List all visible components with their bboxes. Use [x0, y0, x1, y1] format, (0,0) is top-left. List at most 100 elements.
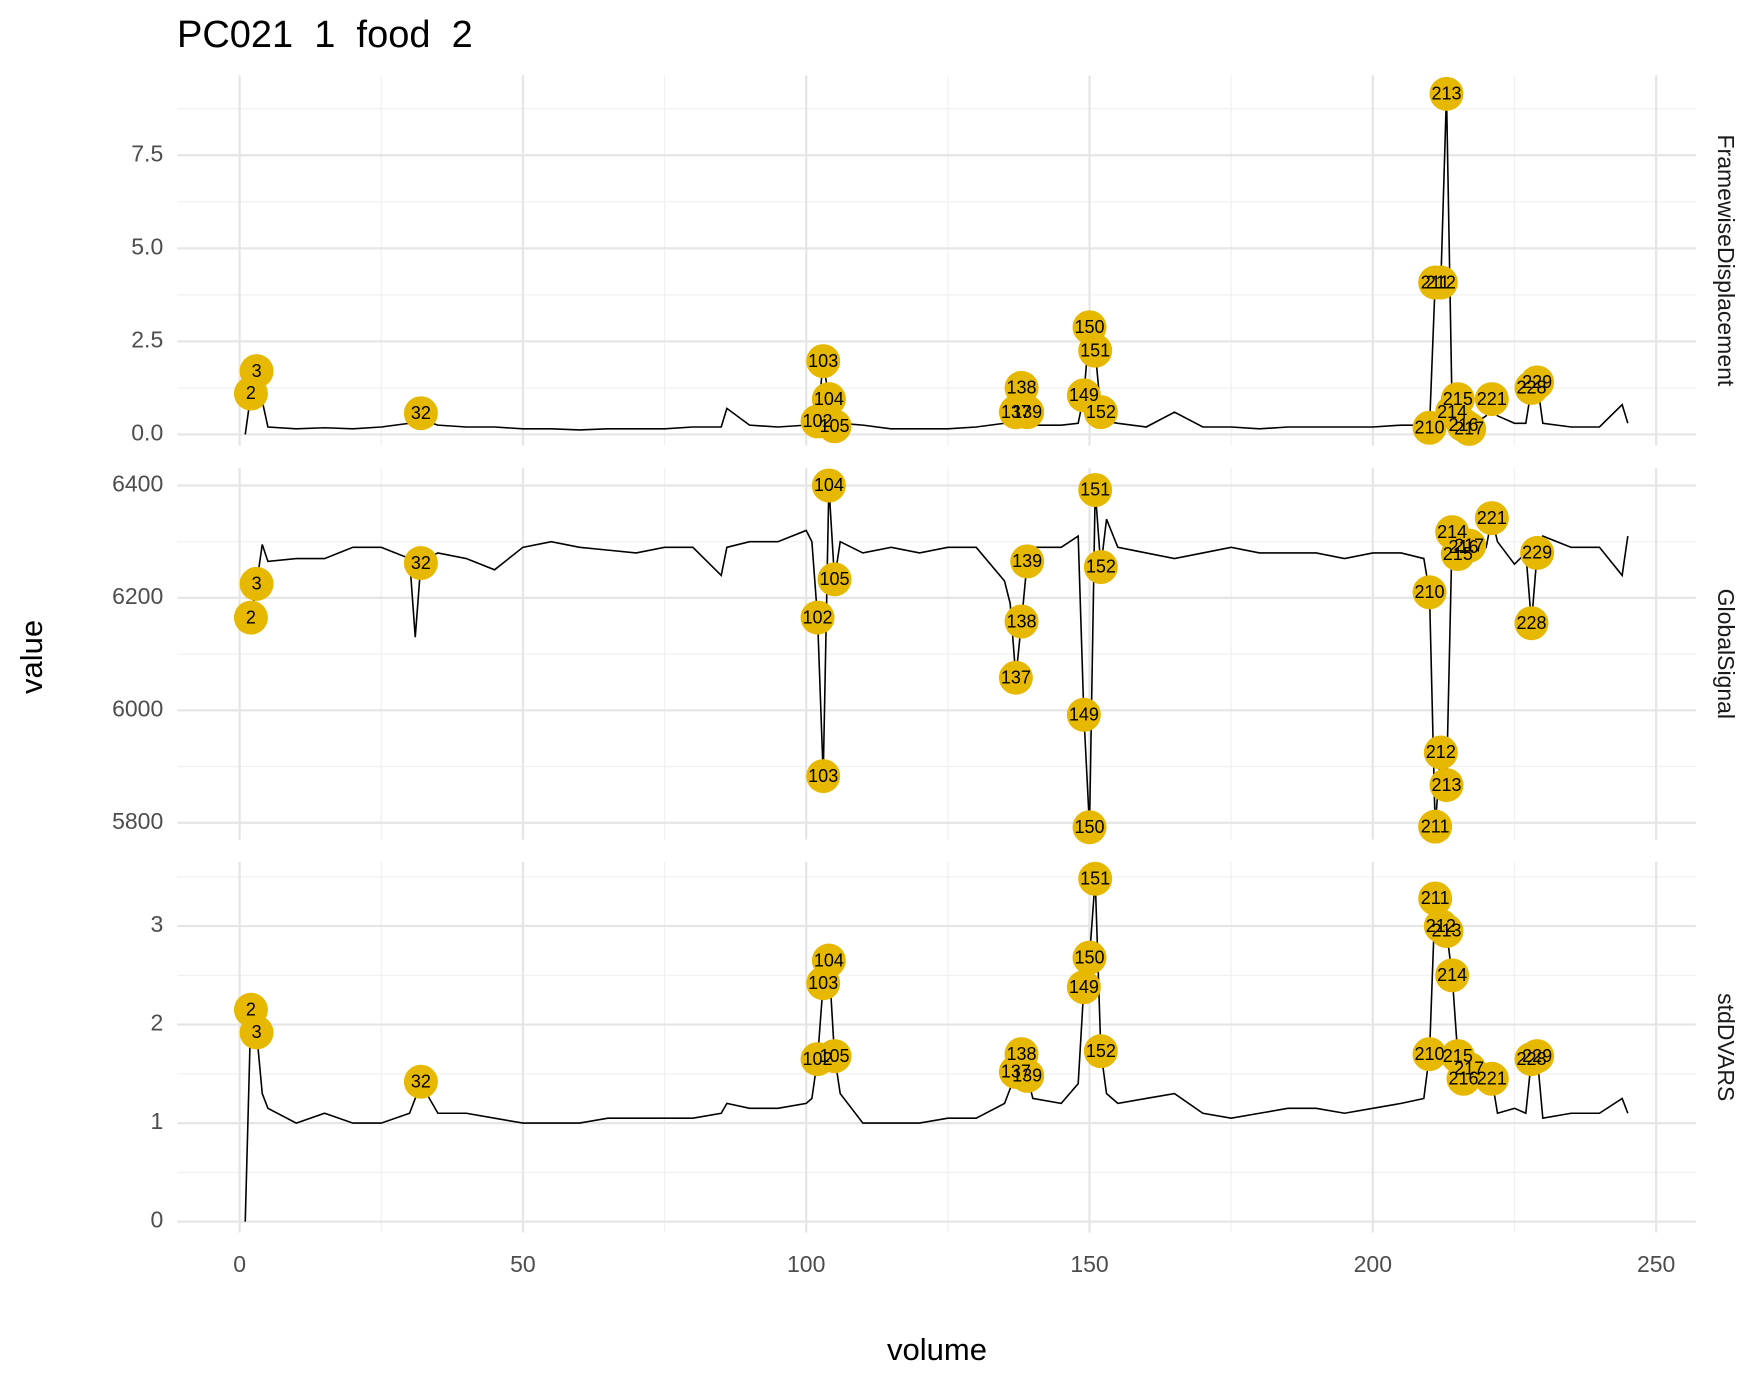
outlier-point [998, 660, 1033, 695]
series-line [244, 93, 1629, 435]
outlier-point [1072, 940, 1107, 975]
point-label: 214 [1437, 402, 1467, 422]
outlier-point [817, 409, 852, 444]
x-tick-label: 250 [1637, 1251, 1675, 1277]
outlier-point [1078, 861, 1113, 896]
outlier-point [239, 1015, 274, 1050]
point-label: 215 [1443, 1046, 1473, 1066]
point-label: 211 [1421, 888, 1450, 908]
outlier-point [1429, 768, 1464, 803]
outlier-point [817, 1039, 852, 1074]
point-label: 105 [820, 1046, 850, 1066]
point-label: 216 [1448, 415, 1478, 435]
outlier-point [1072, 810, 1107, 845]
point-label: 152 [1086, 402, 1116, 422]
panel: 0123233210210310410513713813914915015115… [150, 861, 1739, 1233]
outlier-point [1520, 535, 1555, 570]
y-tick-label: 0.0 [131, 420, 163, 446]
point-label: 137 [1001, 667, 1031, 687]
point-label: 149 [1069, 705, 1099, 725]
outlier-point [1520, 365, 1555, 400]
point-label: 213 [1431, 921, 1461, 941]
point-label: 216 [1448, 537, 1478, 557]
point-label: 3 [252, 1022, 262, 1042]
point-label: 105 [820, 416, 850, 436]
outlier-point [1004, 604, 1039, 639]
point-label: 151 [1080, 340, 1110, 360]
outlier-point [233, 600, 268, 635]
point-label: 103 [808, 973, 838, 993]
point-label: 151 [1080, 869, 1110, 889]
point-label: 214 [1437, 965, 1467, 985]
point-label: 229 [1522, 1046, 1552, 1066]
outlier-point [806, 344, 841, 379]
y-axis-label: value [14, 620, 49, 694]
outlier-point [1412, 575, 1447, 610]
point-label: 215 [1443, 544, 1473, 564]
point-label: 103 [808, 766, 838, 786]
outlier-point [403, 396, 438, 431]
outlier-point [817, 562, 852, 597]
point-label: 138 [1007, 1044, 1037, 1064]
outlier-point [239, 354, 274, 389]
point-label: 212 [1426, 742, 1456, 762]
point-label: 217 [1454, 535, 1484, 555]
point-label: 211 [1421, 816, 1450, 836]
point-label: 138 [1007, 611, 1037, 631]
chart-title: PC021 1 food 2 [177, 14, 473, 56]
x-tick-label: 150 [1070, 1251, 1108, 1277]
point-label: 137 [1001, 402, 1031, 422]
outlier-point [1078, 472, 1113, 507]
point-label: 102 [803, 411, 833, 431]
point-label: 229 [1522, 372, 1552, 392]
point-label: 228 [1516, 378, 1546, 398]
y-tick-label: 7.5 [131, 140, 163, 166]
facet-label: GlobalSignal [1713, 589, 1739, 719]
point-label: 221 [1477, 508, 1507, 528]
outlier-point [1083, 395, 1118, 430]
y-tick-label: 6400 [112, 471, 163, 497]
point-label: 32 [411, 553, 431, 573]
outlier-point [1435, 958, 1470, 993]
y-tick-label: 2 [150, 1010, 163, 1036]
point-label: 216 [1448, 1069, 1478, 1089]
point-label: 150 [1074, 947, 1104, 967]
point-label: 2 [246, 383, 256, 403]
y-tick-label: 5.0 [131, 233, 163, 259]
point-label: 3 [252, 574, 262, 594]
point-label: 212 [1426, 916, 1456, 936]
outlier-point [1452, 528, 1487, 563]
point-label: 102 [803, 1049, 833, 1069]
point-label: 217 [1454, 1059, 1484, 1079]
outlier-point [800, 600, 835, 635]
point-label: 228 [1516, 1049, 1546, 1069]
outlier-point [1010, 544, 1045, 579]
facet-label: FramewiseDisplacement [1713, 135, 1739, 387]
point-label: 105 [820, 569, 850, 589]
point-label: 150 [1074, 817, 1104, 837]
point-label: 138 [1007, 378, 1037, 398]
point-label: 210 [1414, 1044, 1444, 1064]
panel: 0.0 2.5 5.0 7.5 23 32 102 103 104 105 137 138 139 149… [131, 75, 1739, 446]
point-label: 152 [1086, 557, 1116, 577]
point-label: 213 [1431, 84, 1461, 104]
outlier-point [1418, 881, 1453, 916]
point-label: 139 [1012, 551, 1042, 571]
outlier-point [1474, 382, 1509, 417]
x-tick-label: 100 [787, 1251, 825, 1277]
outlier-point [1429, 76, 1464, 111]
panel: 5800 6000 6200 6400 2 3 32 102 103 104 105 137 138 13… [112, 468, 1739, 845]
outlier-point [1412, 1037, 1447, 1072]
point-label: 103 [808, 351, 838, 371]
y-tick-label: 3 [150, 911, 163, 937]
point-label: 212 [1426, 272, 1456, 292]
outlier-point [1423, 735, 1458, 770]
y-tick-label: 0 [150, 1207, 163, 1233]
outlier-point [1452, 411, 1487, 446]
point-label: 151 [1080, 480, 1110, 500]
point-label: 228 [1516, 613, 1546, 633]
point-label: 32 [411, 1071, 431, 1091]
y-tick-label: 2.5 [131, 326, 163, 352]
outlier-point [811, 382, 846, 417]
